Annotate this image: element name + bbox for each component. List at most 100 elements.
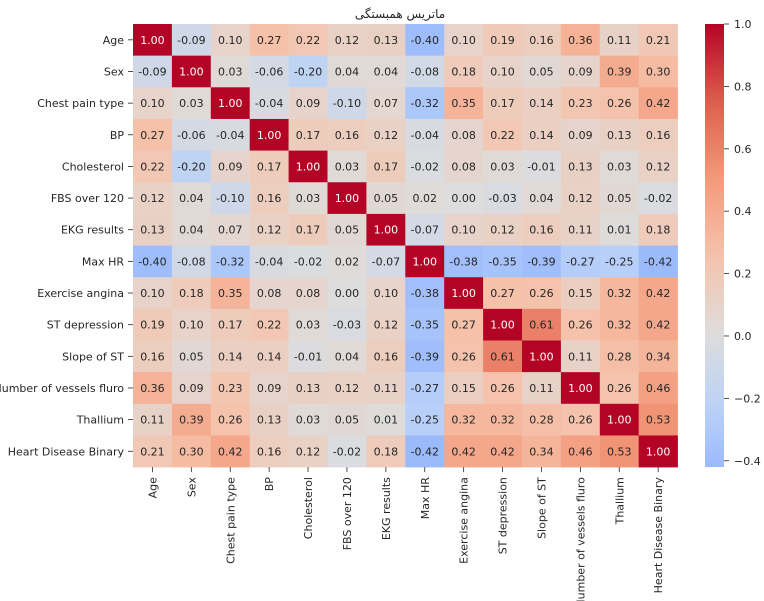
colorbar-tick-label: 0.6 <box>734 143 752 156</box>
cell-value-label: 0.13 <box>374 34 399 47</box>
cell-value-label: 0.23 <box>218 382 243 395</box>
row-tick-label: Slope of ST <box>62 350 124 363</box>
cell-value-label: 0.08 <box>257 287 282 300</box>
heatmap-cell <box>210 55 250 88</box>
cell-value-label: -0.40 <box>411 34 439 47</box>
heatmap-cell <box>210 118 250 151</box>
column-tick-label: EKG results <box>380 477 393 540</box>
cell-value-label: -0.25 <box>411 414 439 427</box>
cell-value-label: 0.26 <box>451 350 476 363</box>
cell-value-label: 0.26 <box>568 414 593 427</box>
heatmap-cell <box>483 118 523 151</box>
cell-value-label: 0.13 <box>568 160 593 173</box>
heatmap-cell <box>599 24 639 56</box>
heatmap-cell <box>366 403 406 436</box>
heatmap-cell <box>599 182 639 215</box>
cell-value-label: 0.19 <box>140 319 165 332</box>
cell-value-label: 0.35 <box>218 287 243 300</box>
heatmap-cell <box>288 150 328 183</box>
column-tick-label: Cholesterol <box>302 477 315 539</box>
heatmap-cell <box>638 118 678 151</box>
cell-value-label: 0.12 <box>646 160 671 173</box>
cell-value-label: 0.26 <box>607 97 632 110</box>
cell-value-label: 0.53 <box>607 445 632 458</box>
heatmap-cell <box>133 277 173 310</box>
cell-value-label: 1.00 <box>218 97 243 110</box>
cell-value-label: 0.03 <box>296 192 321 205</box>
heatmap-cell <box>249 277 289 310</box>
heatmap-cell <box>366 182 406 215</box>
heatmap-cell <box>560 277 601 310</box>
cell-value-label: -0.39 <box>411 350 439 363</box>
cell-value-label: 0.03 <box>179 97 204 110</box>
cell-value-label: 0.26 <box>490 382 515 395</box>
cell-value-label: 0.26 <box>568 319 593 332</box>
column-labels: Age Sex Chest pain type BP Cholesterol FBS ov… <box>146 467 665 601</box>
heatmap-cell <box>638 55 678 88</box>
heatmap-cell <box>522 182 562 215</box>
heatmap-cell <box>560 87 601 120</box>
row-labels: Age Sex Chest pain type BP Cholesterol FBS ov… <box>0 34 133 458</box>
heatmap-cell <box>522 55 562 88</box>
cell-value-label: -0.09 <box>177 34 205 47</box>
heatmap-cell <box>483 372 523 405</box>
cell-value-label: 0.39 <box>607 65 632 78</box>
heatmap-cell <box>638 277 678 310</box>
cell-value-label: 0.23 <box>568 97 593 110</box>
heatmap-cell <box>327 340 367 373</box>
cell-value-label: -0.09 <box>138 65 166 78</box>
heatmap-cell <box>366 372 406 405</box>
cell-value-label: 1.00 <box>451 287 476 300</box>
heatmap-cell <box>249 340 289 373</box>
heatmap-cell <box>171 150 212 183</box>
heatmap-cell <box>288 118 328 151</box>
cell-value-label: -0.04 <box>255 97 283 110</box>
cell-value-label: 0.27 <box>140 129 165 142</box>
heatmap-cell <box>522 87 562 120</box>
cell-value-label: 0.27 <box>451 319 476 332</box>
heatmap-cell <box>560 340 601 373</box>
heatmap-cell <box>599 55 639 88</box>
cell-value-label: -0.06 <box>255 65 283 78</box>
heatmap-cell <box>249 87 289 120</box>
cell-value-label: 0.09 <box>257 382 282 395</box>
cell-value-label: -0.02 <box>644 192 672 205</box>
heatmap-cell <box>599 213 639 246</box>
cell-value-label: -0.07 <box>372 255 400 268</box>
heatmap-cell <box>366 245 406 278</box>
cell-value-label: 0.07 <box>374 97 399 110</box>
heatmap-cell <box>405 245 445 278</box>
cell-value-label: 0.17 <box>218 319 243 332</box>
cell-value-label: 0.21 <box>140 445 165 458</box>
heatmap-cell <box>483 308 523 341</box>
heatmap-cell <box>560 245 601 278</box>
heatmap-cell <box>366 118 406 151</box>
column-tick-label: Thallium <box>613 477 626 525</box>
cell-value-label: 0.12 <box>490 224 515 237</box>
colorbar-tick-label: 0.2 <box>734 268 752 281</box>
heatmap-cell <box>249 182 289 215</box>
heatmap-cell <box>171 308 212 341</box>
heatmap-cell <box>522 24 562 56</box>
heatmap-cell <box>405 340 445 373</box>
cell-value-label: 0.16 <box>646 129 671 142</box>
heatmap-cell <box>444 340 484 373</box>
cell-value-label: -0.27 <box>566 255 594 268</box>
heatmap-cell <box>522 150 562 183</box>
cell-value-label: 0.26 <box>607 382 632 395</box>
cell-value-label: 0.12 <box>335 382 360 395</box>
cell-value-label: 1.00 <box>335 192 360 205</box>
heatmap-cell <box>483 403 523 436</box>
cell-value-label: -0.38 <box>449 255 477 268</box>
cell-value-label: 1.00 <box>490 319 515 332</box>
heatmap-cell <box>133 55 173 88</box>
cell-value-label: -0.39 <box>527 255 555 268</box>
heatmap-cell <box>599 340 639 373</box>
heatmap-cell <box>638 24 678 56</box>
cell-value-label: 0.07 <box>218 224 243 237</box>
heatmap-cell <box>249 118 289 151</box>
cell-value-label: 0.30 <box>646 65 671 78</box>
colorbar <box>705 24 724 467</box>
heatmap-cell <box>327 118 367 151</box>
